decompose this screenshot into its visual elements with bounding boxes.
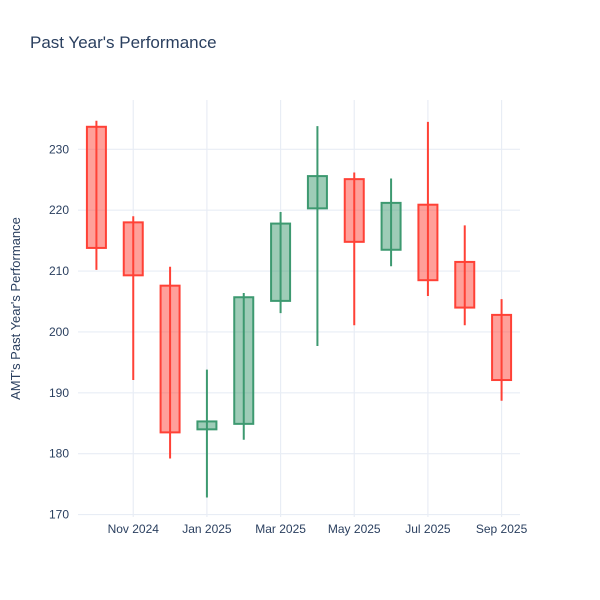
candle-sep-2025[interactable] bbox=[491, 299, 513, 401]
candle-body bbox=[417, 203, 439, 282]
candle-body bbox=[343, 178, 365, 243]
x-tick-label: Jul 2025 bbox=[405, 522, 451, 536]
x-tick-label: Sep 2025 bbox=[476, 522, 528, 536]
candle-body bbox=[380, 201, 402, 251]
y-tick-label: 190 bbox=[49, 386, 69, 400]
candle-aug-2025[interactable] bbox=[454, 225, 476, 326]
candle-body bbox=[454, 260, 476, 309]
y-tick-label: 230 bbox=[49, 142, 69, 156]
y-axis-title: AMT's Past Year's Performance bbox=[8, 217, 23, 400]
candle-body bbox=[233, 296, 255, 425]
x-tick-label: Jan 2025 bbox=[182, 522, 232, 536]
x-tick-label: Nov 2024 bbox=[108, 522, 160, 536]
candle-apr-2025[interactable] bbox=[306, 126, 328, 346]
x-tick-label: Mar 2025 bbox=[255, 522, 306, 536]
candle-body bbox=[122, 221, 144, 277]
candle-body bbox=[159, 284, 181, 434]
candle-body bbox=[306, 175, 328, 210]
y-tick-label: 170 bbox=[49, 508, 69, 522]
y-tick-label: 210 bbox=[49, 264, 69, 278]
candle-dec-2024[interactable] bbox=[159, 266, 181, 459]
candle-jan-2025[interactable] bbox=[196, 369, 218, 498]
candle-body bbox=[196, 420, 218, 431]
candle-jun-2025[interactable] bbox=[380, 178, 402, 267]
candle-body bbox=[491, 313, 513, 382]
y-tick-label: 200 bbox=[49, 325, 69, 339]
candle-nov-2024[interactable] bbox=[122, 216, 144, 381]
chart-title: Past Year's Performance bbox=[30, 33, 217, 52]
candle-may-2025[interactable] bbox=[343, 172, 365, 326]
plot-area[interactable] bbox=[78, 100, 520, 517]
candle-mar-2025[interactable] bbox=[270, 212, 292, 314]
candle-body bbox=[85, 125, 107, 249]
x-tick-label: May 2025 bbox=[328, 522, 381, 536]
y-tick-label: 180 bbox=[49, 447, 69, 461]
candle-feb-2025[interactable] bbox=[233, 292, 255, 440]
y-tick-label: 220 bbox=[49, 203, 69, 217]
candle-oct-2024[interactable] bbox=[85, 120, 107, 270]
candle-jul-2025[interactable] bbox=[417, 121, 439, 297]
candle-body bbox=[270, 222, 292, 302]
